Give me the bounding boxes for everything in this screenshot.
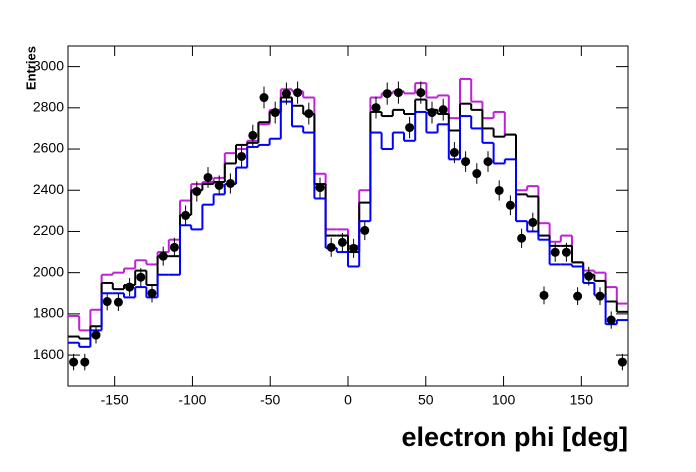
data-point <box>393 88 403 98</box>
data-point <box>606 315 616 325</box>
data-point <box>136 272 146 282</box>
data-point <box>281 89 291 99</box>
data-point <box>113 297 123 307</box>
data-point <box>69 357 79 367</box>
x-tick-label: 150 <box>570 392 594 408</box>
data-point <box>203 172 213 182</box>
data-point <box>472 169 482 179</box>
data-point <box>147 288 157 298</box>
y-tick-label: 2400 <box>33 181 64 197</box>
data-point <box>349 243 359 253</box>
data-point <box>337 237 347 247</box>
data-point <box>304 109 314 119</box>
data-point <box>248 130 258 140</box>
data-point <box>449 148 459 158</box>
data-point <box>125 282 135 292</box>
data-point <box>293 88 303 98</box>
data-point <box>214 181 224 191</box>
data-point <box>315 183 325 193</box>
data-point <box>584 271 594 281</box>
data-point <box>102 297 112 307</box>
data-point <box>237 151 247 161</box>
data-point <box>91 330 101 340</box>
data-point <box>539 290 549 300</box>
data-point <box>371 103 381 113</box>
data-point <box>169 242 179 252</box>
y-tick-label: 2200 <box>33 222 64 238</box>
data-point <box>427 108 437 118</box>
data-point <box>561 247 571 257</box>
y-tick-label: 1600 <box>33 346 64 362</box>
data-point <box>360 225 370 235</box>
data-point <box>483 157 493 167</box>
data-point <box>438 105 448 115</box>
x-tick-label: 100 <box>492 392 516 408</box>
data-point <box>405 123 415 133</box>
data-point <box>181 210 191 220</box>
data-point <box>80 357 90 367</box>
x-tick-label: 50 <box>418 392 434 408</box>
data-point <box>595 291 605 301</box>
y-tick-label: 2800 <box>33 99 64 115</box>
data-point <box>225 178 235 188</box>
y-tick-label: 2000 <box>33 263 64 279</box>
data-point <box>192 186 202 196</box>
y-tick-label: 2600 <box>33 140 64 156</box>
x-tick-label: -100 <box>178 392 206 408</box>
data-point <box>517 233 527 243</box>
data-point <box>326 242 336 252</box>
data-point <box>528 217 538 227</box>
data-point <box>158 251 168 261</box>
data-point <box>382 89 392 99</box>
data-point <box>550 247 560 257</box>
y-tick-label: 1800 <box>33 305 64 321</box>
data-point <box>259 93 269 103</box>
data-point <box>573 291 583 301</box>
y-tick-label: 3000 <box>33 57 64 73</box>
data-point <box>617 357 627 367</box>
x-tick-label: 0 <box>344 392 352 408</box>
data-point <box>416 88 426 98</box>
x-tick-label: -50 <box>260 392 280 408</box>
x-axis-title: electron phi [deg] <box>401 422 628 452</box>
data-point <box>505 200 515 210</box>
data-point <box>494 185 504 195</box>
y-axis-title: Entries <box>23 46 38 90</box>
data-point <box>270 108 280 118</box>
x-tick-label: -150 <box>101 392 129 408</box>
data-point <box>461 157 471 167</box>
